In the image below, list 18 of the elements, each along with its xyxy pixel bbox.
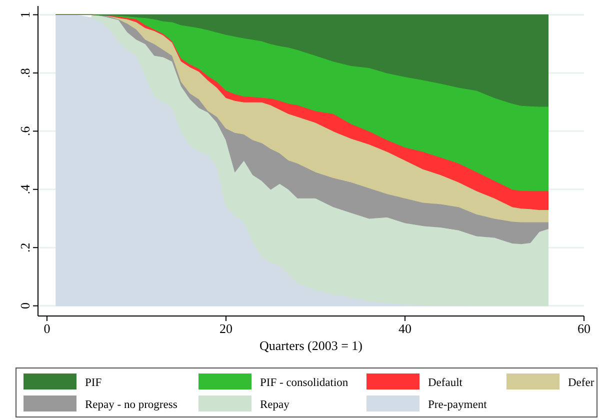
legend-label: Repay (260, 399, 290, 411)
legend-label: Repay - no progress (85, 399, 178, 411)
y-tick-label: .6 (18, 126, 33, 136)
x-tick-label: 40 (398, 321, 412, 336)
y-tick-label: .4 (18, 184, 33, 194)
legend-label: Pre-payment (428, 399, 488, 411)
y-tick-label: .2 (18, 242, 33, 252)
y-tick-label: .8 (18, 68, 33, 78)
x-tick-label: 20 (219, 321, 232, 336)
x-tick-label: 60 (578, 321, 590, 336)
y-tick-label: 0 (18, 302, 33, 310)
legend-label: PIF - consolidation (260, 377, 348, 389)
x-tick-label: 0 (44, 321, 50, 336)
legend-label: PIF (85, 377, 102, 389)
x-axis-title: Quarters (2003 = 1) (260, 338, 362, 353)
legend-label: Default (428, 377, 464, 389)
legend-label: Defer (568, 377, 594, 389)
y-tick-label: 1 (18, 11, 33, 18)
